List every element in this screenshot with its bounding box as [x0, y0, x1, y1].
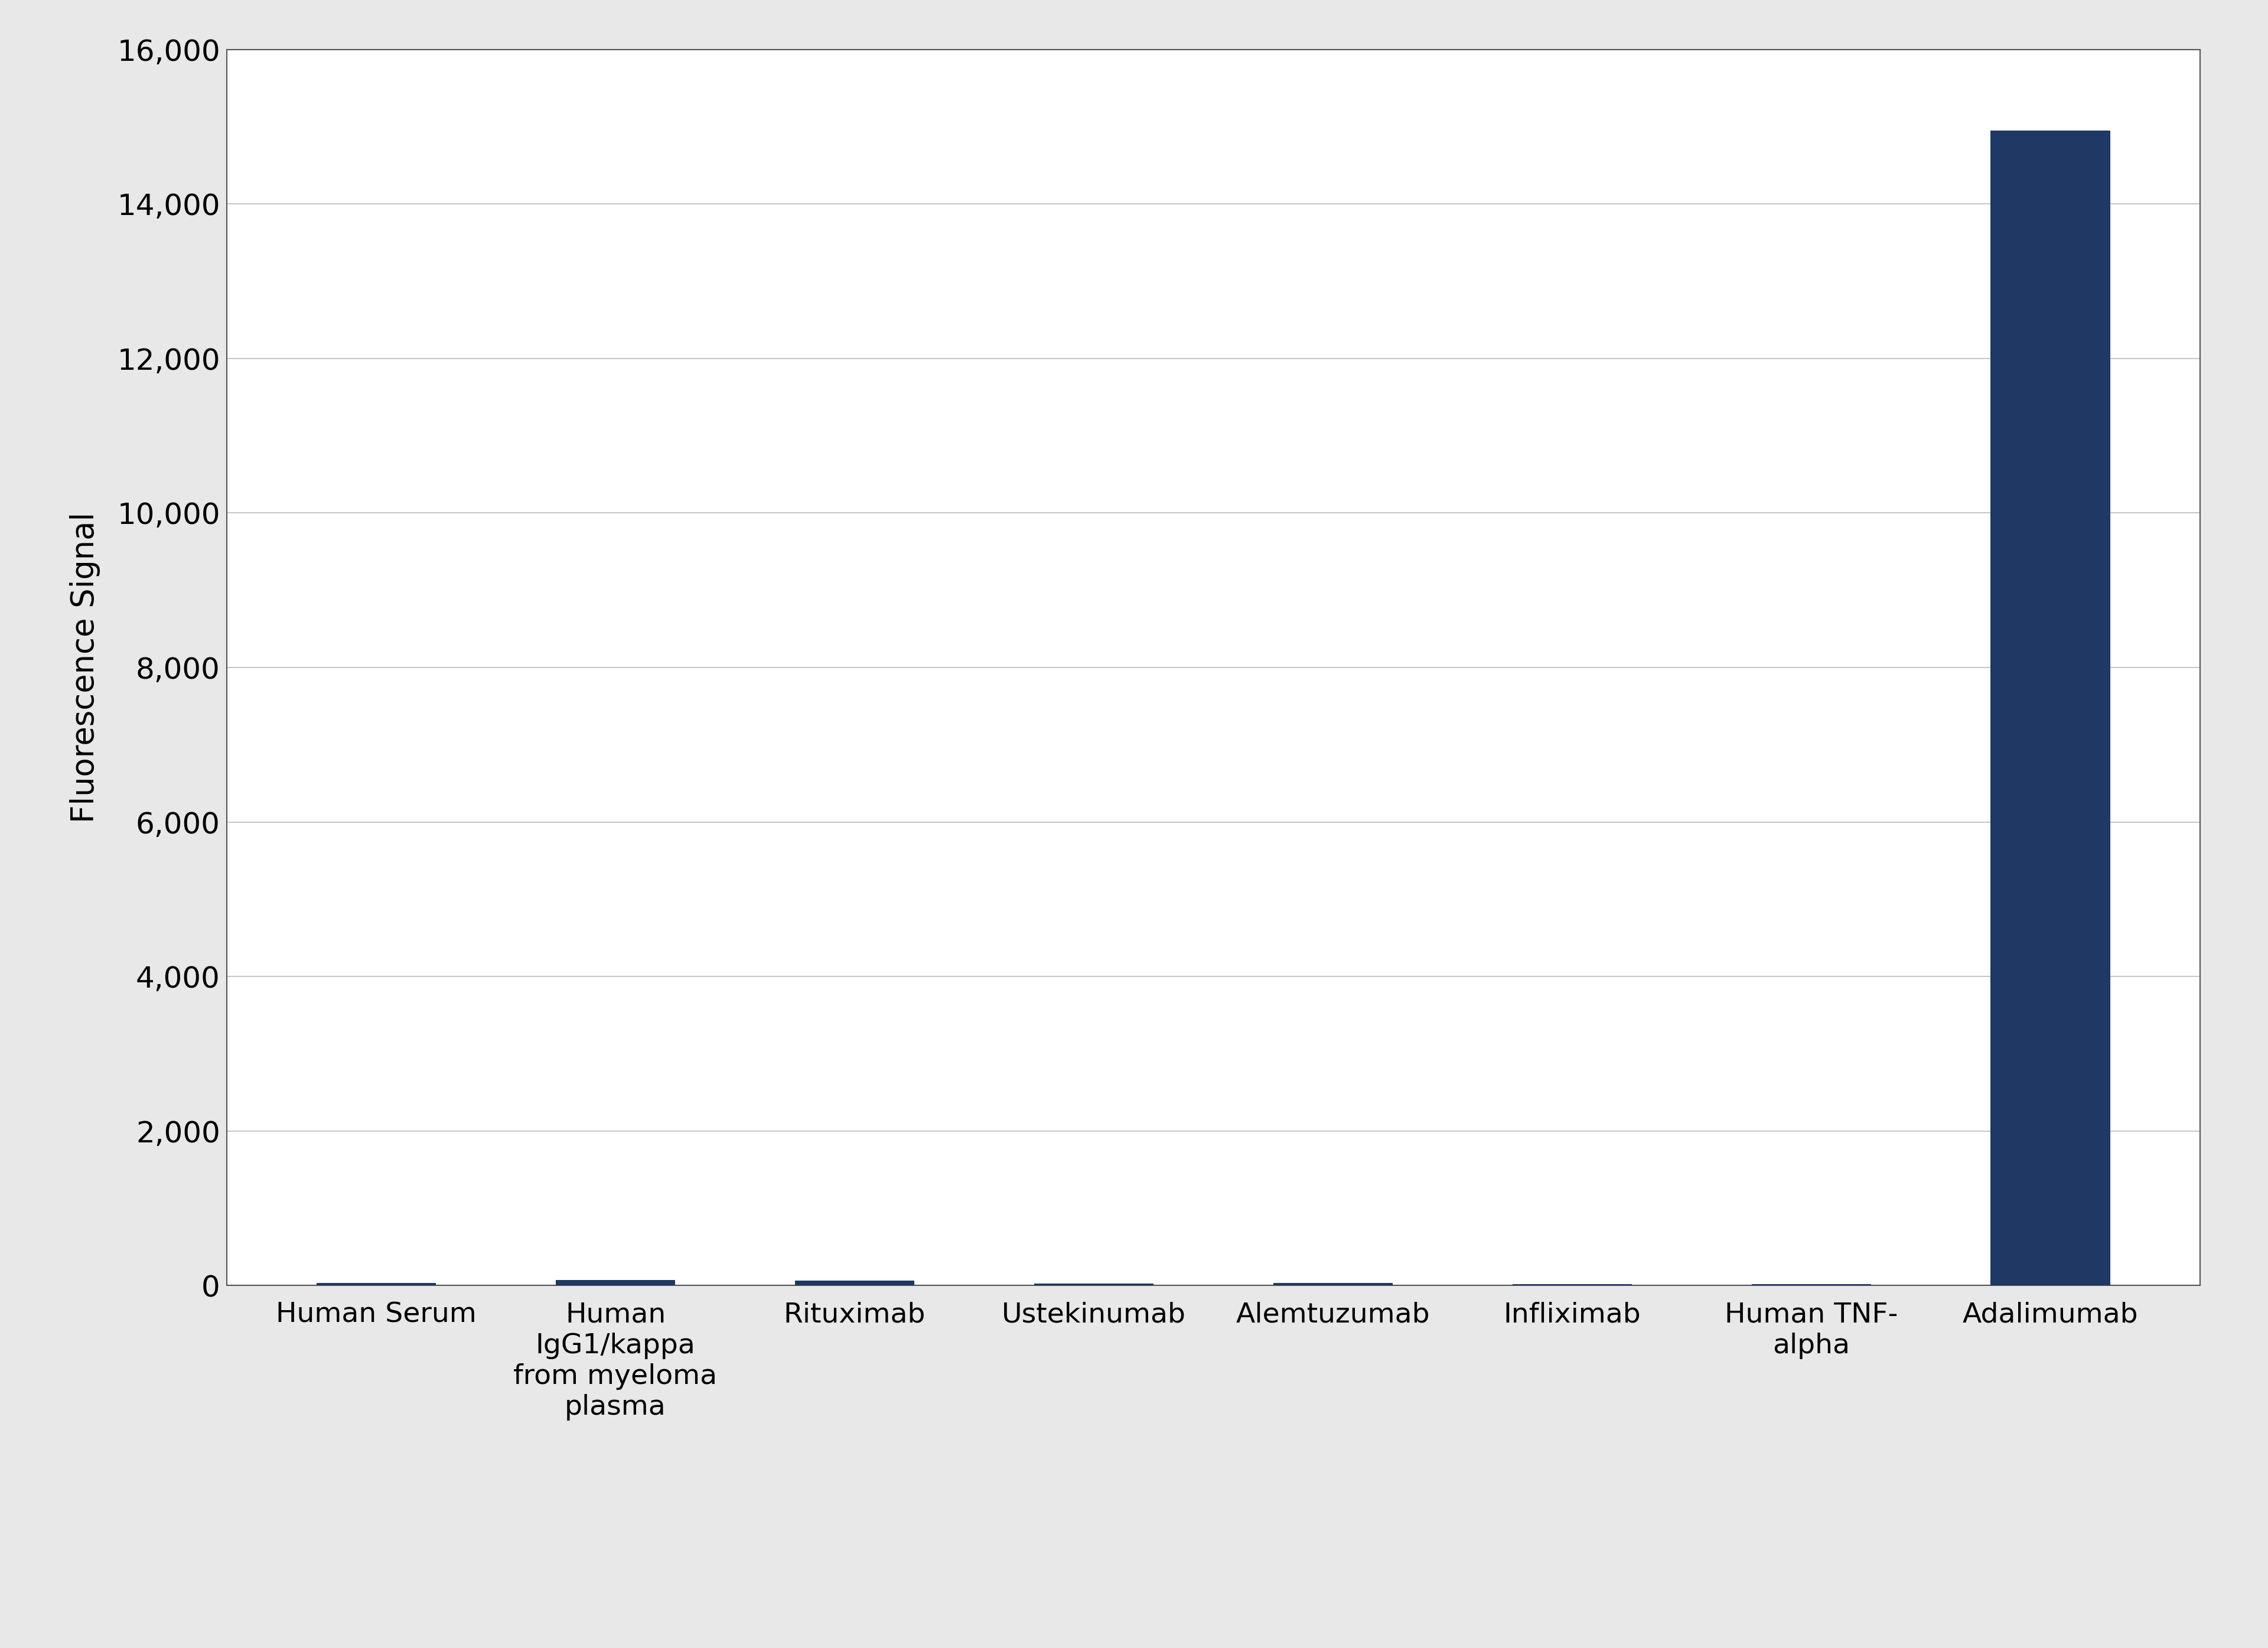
Bar: [318, 1284, 435, 1285]
Bar: [794, 1280, 914, 1285]
Y-axis label: Fluorescence Signal: Fluorescence Signal: [70, 513, 100, 822]
Bar: [1272, 1284, 1393, 1285]
Bar: [1034, 1284, 1154, 1285]
Bar: [556, 1280, 676, 1285]
Bar: [1991, 130, 2109, 1285]
